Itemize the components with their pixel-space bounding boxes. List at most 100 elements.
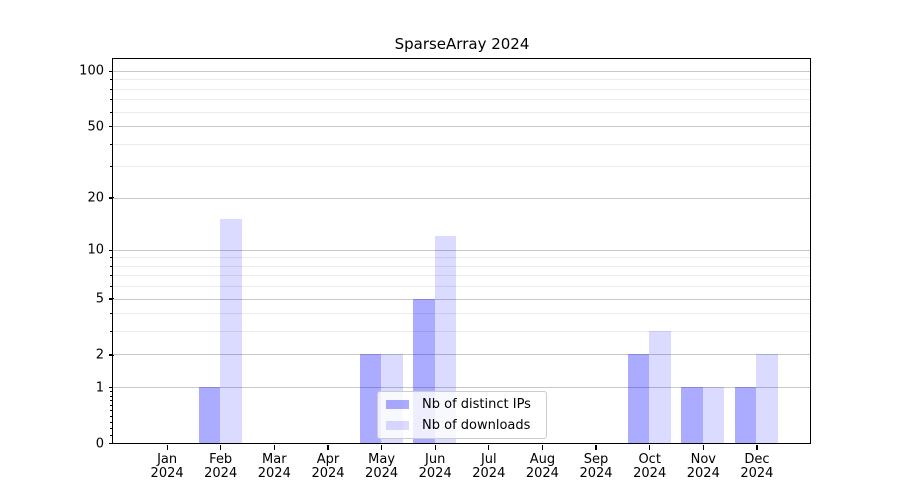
gridline-minor [113,286,810,288]
bar-downloads [702,387,725,443]
y-minor-tick-mark [110,275,113,277]
y-tick-mark [108,298,114,300]
y-tick-label: 0 [95,436,104,451]
gridline-major [113,70,810,72]
y-tick-mark [108,354,114,356]
x-label-year: 2024 [311,466,345,481]
x-label-month: May [368,451,396,467]
x-label-month: Nov [690,451,716,467]
x-label-month: Oct [638,451,661,467]
x-label-month: Sep [583,451,609,467]
x-tick-mark [220,445,222,450]
y-tick-label: 20 [87,190,104,206]
x-tick-mark [649,445,651,450]
x-tick-mark [702,445,704,450]
x-label-year: 2024 [365,466,399,481]
y-minor-tick-mark [110,286,113,288]
x-tick-mark [595,445,597,450]
y-minor-tick-mark [110,421,113,423]
gridline-major [113,387,810,389]
x-tick-label: Sep 2024 [561,451,631,482]
x-tick-label: Mar 2024 [239,452,309,482]
x-label-year: 2024 [257,466,291,481]
y-tick-mark [108,197,114,199]
y-minor-tick-mark [110,79,113,81]
gridline-minor [113,313,810,315]
y-tick-mark [108,387,114,389]
bar-distinct-ips [734,387,757,443]
gridline-minor [113,79,810,81]
gridline-minor [113,331,810,333]
y-tick-label: 100 [79,63,104,79]
y-tick-label: 2 [95,347,104,363]
y-minor-tick-mark [110,415,113,417]
y-minor-tick-mark [110,166,113,168]
legend-item-downloads: Nb of downloads [378,416,546,435]
bar-distinct-ips [198,387,221,443]
y-tick-mark [108,442,114,445]
x-label-year: 2024 [525,466,559,481]
gridline-minor [113,88,810,90]
x-tick-mark [273,445,275,450]
gridline-major [113,126,810,127]
y-tick-label: 5 [95,291,104,307]
x-label-month: Dec [744,451,770,467]
x-tick-label: Feb 2024 [186,451,256,482]
y-minor-tick-mark [110,331,113,333]
y-minor-tick-mark [110,391,113,393]
y-minor-tick-mark [110,99,113,101]
x-tick-label: Jul 2024 [454,451,524,482]
y-minor-tick-mark [110,88,113,90]
x-label-year: 2024 [418,466,452,481]
x-label-year: 2024 [150,466,184,481]
y-minor-tick-mark [110,111,113,113]
x-tick-label: Nov 2024 [668,451,738,482]
y-tick-label: 50 [87,119,104,134]
x-label-month: Jan [157,451,178,467]
x-label-year: 2024 [579,466,613,481]
gridline-major [113,249,810,251]
x-label-month: Aug [529,451,556,467]
x-tick-mark [434,445,436,450]
plot-area: Nb of distinct IPs Nb of downloads [112,58,811,444]
x-tick-mark [166,445,168,450]
y-minor-tick-mark [110,428,113,430]
x-tick-label: Oct 2024 [615,451,685,482]
x-tick-label: Jun 2024 [400,451,470,482]
bar-distinct-ips [681,387,703,443]
legend-swatch-downloads [386,421,409,430]
legend-label-downloads: Nb of downloads [422,418,531,433]
x-label-month: Jul [480,451,497,467]
x-label-month: Jun [425,451,446,467]
legend-item-distinct-ips: Nb of distinct IPs [378,395,546,414]
y-minor-tick-mark [110,405,113,407]
y-minor-tick-mark [110,265,113,267]
bar-distinct-ips [359,354,382,443]
y-minor-tick-mark [110,313,113,315]
x-label-year: 2024 [740,466,774,481]
legend: Nb of distinct IPs Nb of downloads [377,391,547,439]
x-tick-mark [756,445,758,450]
x-tick-mark [541,445,544,450]
x-tick-label: Apr 2024 [293,452,363,482]
gridline-minor [113,111,810,113]
gridline-major [113,298,810,300]
gridline-major [113,354,810,356]
y-minor-tick-mark [110,257,113,259]
chart-title: SparseArray 2024 [394,35,530,53]
y-tick-mark [108,125,114,128]
legend-label-distinct-ips: Nb of distinct IPs [422,397,531,412]
y-minor-tick-mark [110,400,113,402]
gridline-minor [113,275,810,277]
x-tick-label: May 2024 [347,451,417,482]
gridline-major [113,197,810,199]
x-label-month: Feb [209,451,233,467]
bar-downloads [756,354,778,443]
x-label-year: 2024 [633,466,667,481]
y-minor-tick-mark [110,395,113,397]
x-tick-mark [488,445,490,450]
bar-distinct-ips [627,354,650,443]
x-label-year: 2024 [204,466,238,481]
x-tick-mark [381,445,383,450]
